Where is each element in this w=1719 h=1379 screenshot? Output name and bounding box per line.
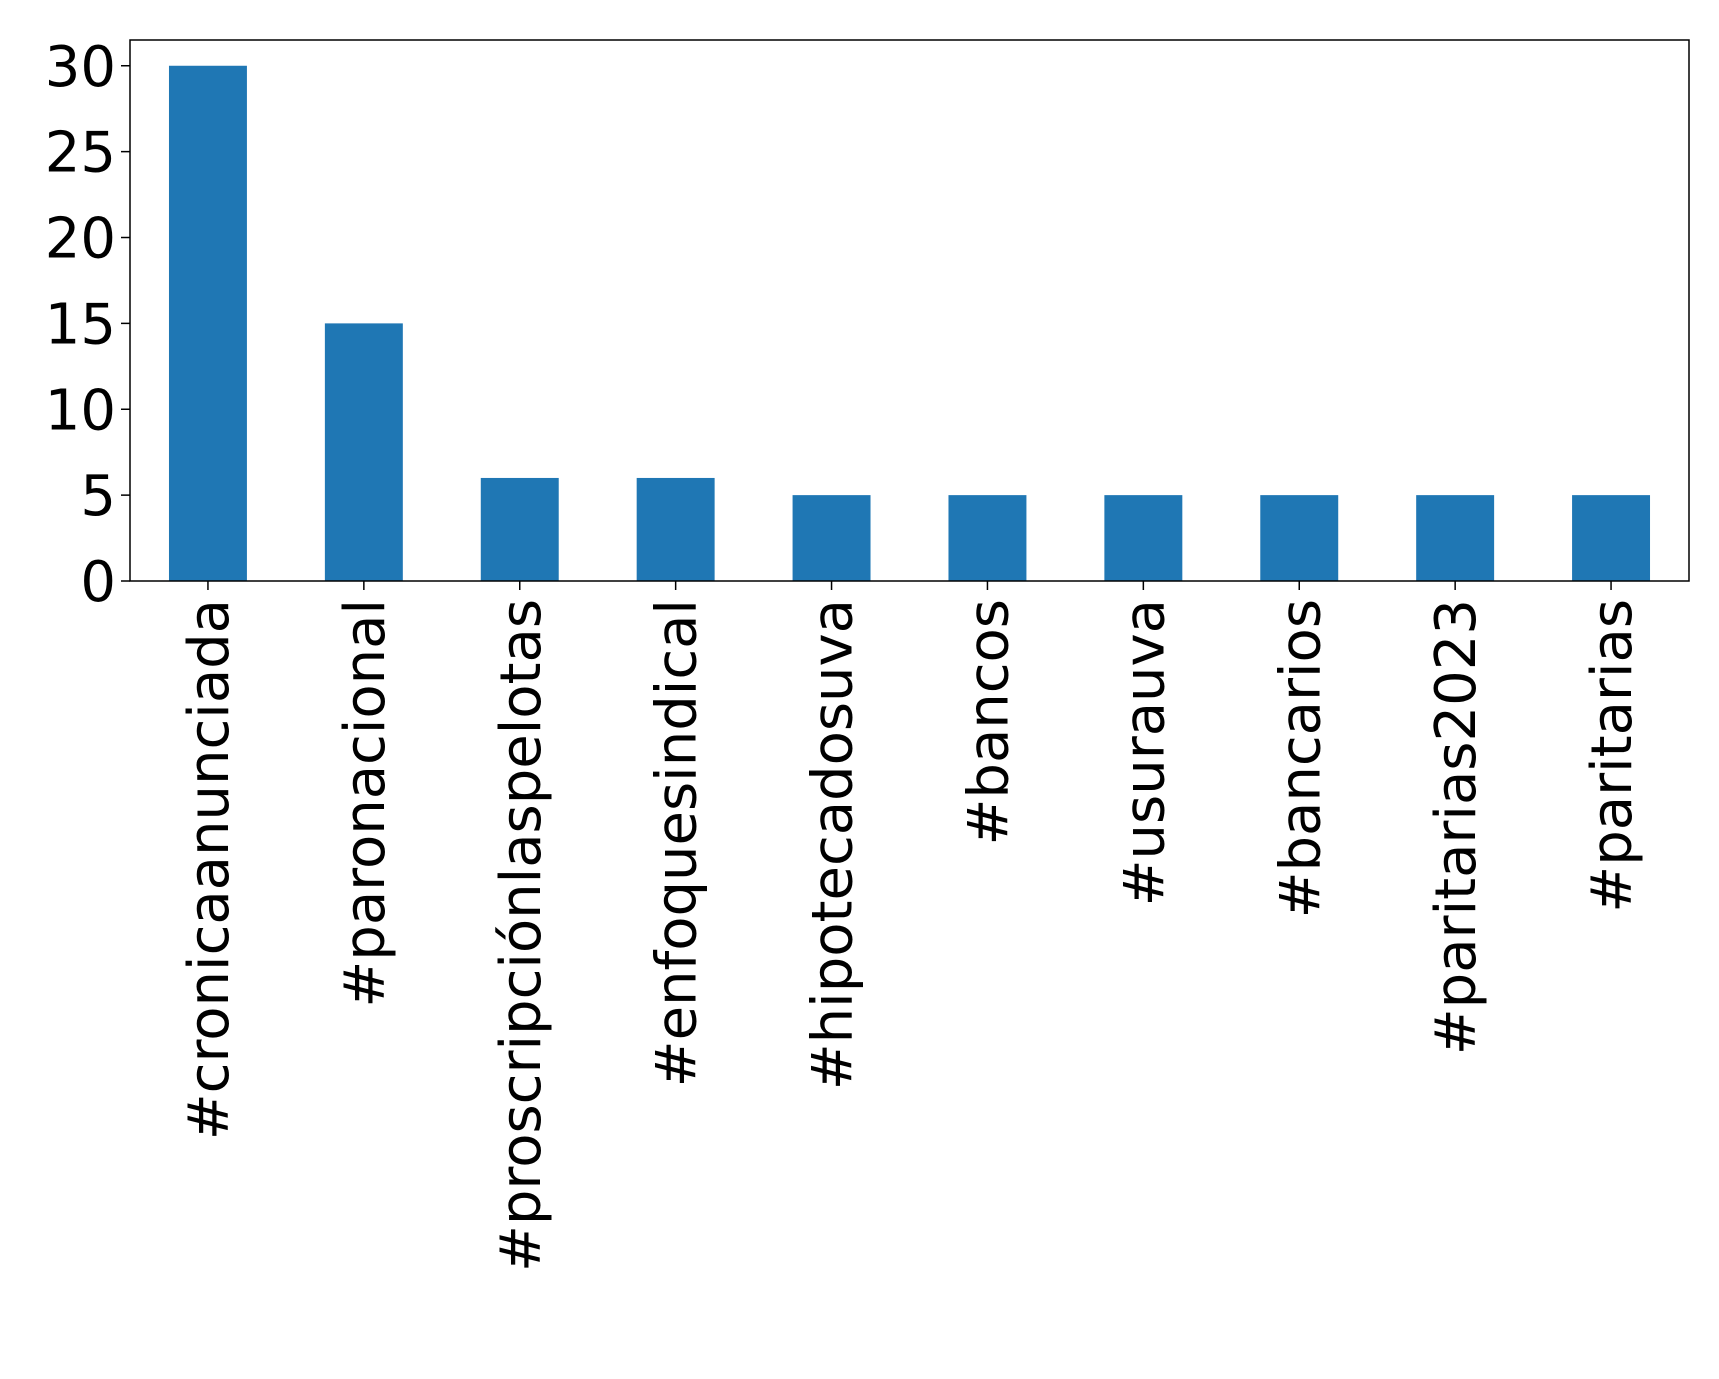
bar-bancos bbox=[948, 495, 1027, 581]
x-axis: #cronicaanunciada #paronacional #proscripc… bbox=[177, 581, 1645, 1272]
bar-enfoquesindical bbox=[636, 477, 715, 581]
x-tick-label: #bancarios bbox=[1268, 599, 1333, 918]
x-tick-label: #bancos bbox=[956, 599, 1021, 846]
bar-bancarios bbox=[1260, 495, 1339, 581]
x-tick-label: #usurauva bbox=[1112, 599, 1177, 906]
x-tick-label: #paritarias bbox=[1580, 599, 1645, 913]
y-tick-label: 5 bbox=[80, 464, 116, 529]
x-tick-label: #cronicaanunciada bbox=[177, 599, 242, 1140]
y-axis: 0 5 10 15 20 25 30 bbox=[45, 35, 130, 615]
bar-paronacional bbox=[324, 323, 403, 581]
y-tick-label: 0 bbox=[80, 550, 116, 615]
x-tick-label: #paritarias2023 bbox=[1424, 599, 1489, 1055]
plot-frame bbox=[129, 39, 1690, 582]
bar-hipotecadosuva bbox=[792, 495, 871, 581]
y-tick-label: 15 bbox=[45, 292, 116, 357]
x-tick-label: #proscripciónlaspelotas bbox=[489, 599, 554, 1272]
x-tick-label: #hipotecadosuva bbox=[801, 599, 866, 1090]
bar-proscripciónlaspelotas bbox=[480, 477, 559, 581]
bars-group bbox=[168, 65, 1651, 581]
y-tick-label: 10 bbox=[45, 378, 116, 443]
bar-cronicaanunciada bbox=[168, 65, 247, 581]
y-tick-label: 20 bbox=[45, 207, 116, 272]
y-tick-label: 25 bbox=[45, 121, 116, 186]
x-tick-label: #enfoquesindical bbox=[645, 599, 710, 1087]
bar-paritarias2023 bbox=[1416, 495, 1495, 581]
bar-usurauva bbox=[1104, 495, 1183, 581]
bar-paritarias bbox=[1572, 495, 1651, 581]
x-tick-label: #paronacional bbox=[333, 599, 398, 1008]
y-tick-label: 30 bbox=[45, 35, 116, 100]
